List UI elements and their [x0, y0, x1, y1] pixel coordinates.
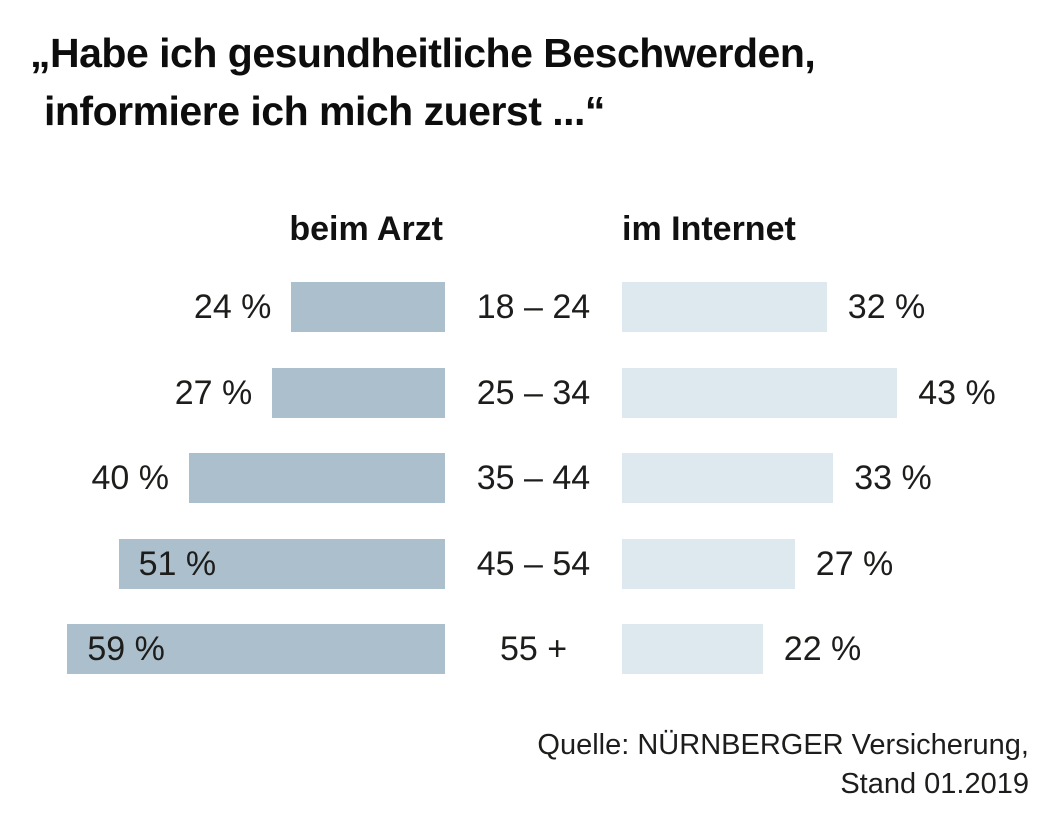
chart-row: 40 % 35 – 44 33 % [0, 453, 1063, 503]
bar-im-internet [622, 282, 827, 332]
percent-label-im-internet: 22 % [783, 630, 862, 668]
bar-beim-arzt [118, 539, 445, 589]
bar-beim-arzt [189, 453, 445, 503]
chart-row: 24 % 18 – 24 32 % [0, 282, 1063, 332]
age-group-label: 35 – 44 [476, 459, 591, 497]
percent-label-im-internet: 33 % [854, 459, 932, 497]
bar-im-internet [622, 368, 898, 418]
chart-title-line2: informiere ich mich zuerst ...“ [44, 88, 605, 134]
bar-beim-arzt [272, 368, 445, 418]
percent-label-im-internet: 32 % [847, 288, 926, 326]
percent-label-beim-arzt: 40 % [91, 459, 170, 497]
percent-label-beim-arzt: 27 % [174, 374, 253, 412]
bar-im-internet [622, 624, 763, 674]
percent-label-beim-arzt: 24 % [193, 288, 272, 326]
column-header-im-internet: im Internet [622, 210, 796, 248]
age-group-label: 45 – 54 [476, 545, 591, 583]
source-line2: Stand 01.2019 [840, 768, 1029, 800]
chart-title: „Habe ich gesundheitliche Beschwerden, in… [30, 24, 816, 140]
age-group-label: 18 – 24 [476, 288, 591, 326]
bar-beim-arzt [67, 624, 445, 674]
age-group-label: 55 + [499, 630, 568, 668]
percent-label-beim-arzt: 51 % [138, 545, 217, 583]
age-group-label: 25 – 34 [476, 374, 591, 412]
bar-im-internet [622, 539, 795, 589]
percent-label-im-internet: 27 % [815, 545, 894, 583]
percent-label-beim-arzt: 59 % [87, 630, 165, 668]
percent-label-im-internet: 43 % [918, 374, 996, 412]
bar-beim-arzt [291, 282, 445, 332]
chart-row: 59 % 55 + 22 % [0, 624, 1063, 674]
chart-row: 51 % 45 – 54 27 % [0, 539, 1063, 589]
column-header-beim-arzt: beim Arzt [289, 210, 443, 248]
chart-rows: 24 % 18 – 24 32 % 27 % 25 – 34 43 % 40 % 35 – 4… [0, 282, 1063, 722]
chart-row: 27 % 25 – 34 43 % [0, 368, 1063, 418]
bar-im-internet [622, 453, 834, 503]
source-line1: Quelle: NÜRNBERGER Versicherung, [537, 729, 1029, 761]
source-note: Quelle: NÜRNBERGER Versicherung, Stand 0… [537, 726, 1029, 804]
chart-title-line1: „Habe ich gesundheitliche Beschwerden, [30, 30, 816, 76]
